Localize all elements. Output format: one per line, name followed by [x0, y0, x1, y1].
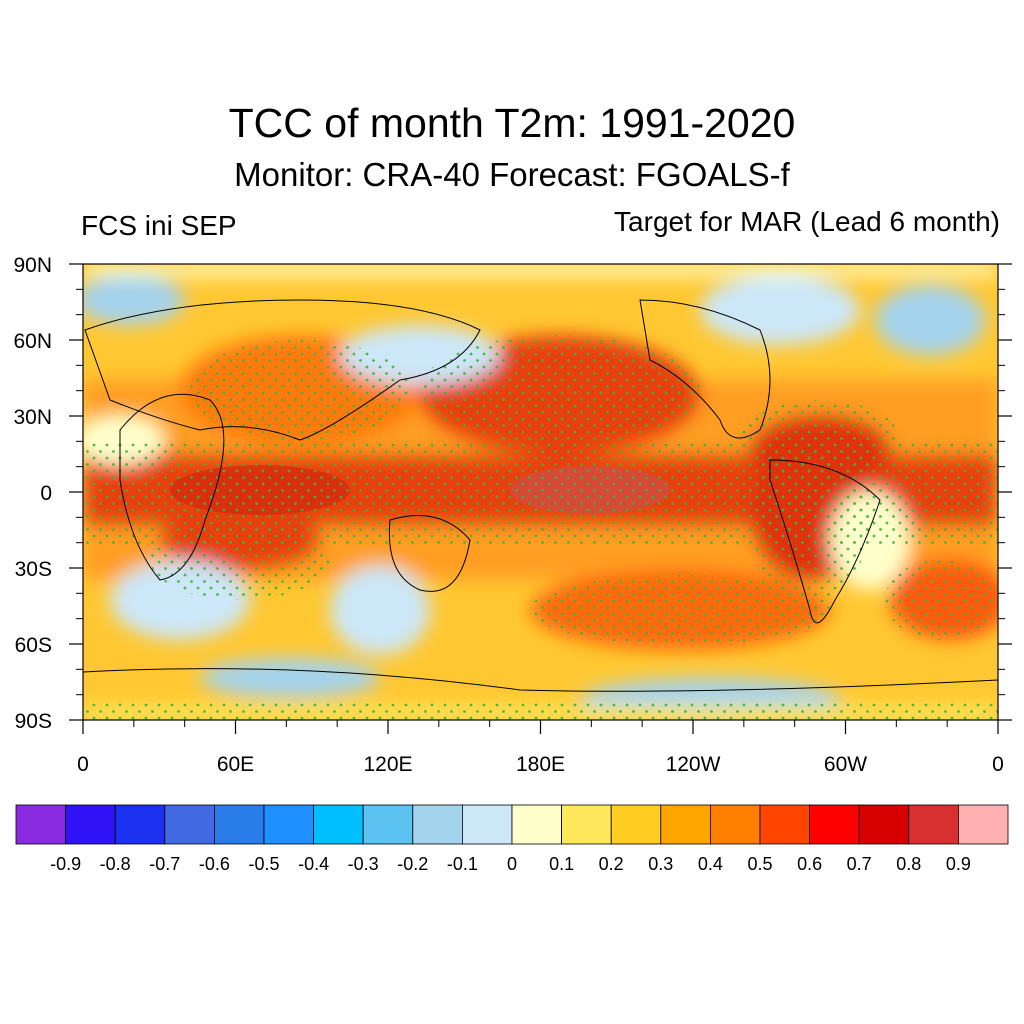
colorbar-swatch	[412, 804, 463, 845]
colorbar-swatch	[759, 804, 810, 845]
colorbar-label: 0.8	[896, 854, 921, 874]
longitude-axis: 0 60E 120E 180E 120W 60W 0	[77, 720, 1004, 776]
lon-tick-label: 0	[77, 753, 89, 776]
colorbar-label: -0.5	[248, 854, 279, 874]
lat-tick-label: 90S	[15, 710, 52, 733]
colorbar-label: -0.8	[100, 854, 131, 874]
lat-tick-label: 30S	[15, 558, 52, 581]
colorbar-label: 0	[507, 854, 517, 874]
colorbar-label: -0.9	[50, 854, 81, 874]
colorbar-label: 0.4	[698, 854, 723, 874]
colorbar-swatch	[213, 804, 265, 845]
colorbar-swatch	[561, 804, 612, 845]
lon-tick-label: 180E	[516, 753, 565, 776]
colorbar-label: -0.3	[348, 854, 379, 874]
colorbar-swatch	[114, 804, 166, 845]
colorbar-swatch	[809, 804, 860, 845]
colorbar-label: -0.2	[397, 854, 428, 874]
colorbar-swatch	[65, 804, 116, 845]
colorbar-swatch	[958, 804, 1009, 845]
lat-tick-label: 60S	[15, 634, 52, 657]
colorbar-swatch	[710, 804, 761, 845]
colorbar-label: 0.2	[599, 854, 624, 874]
lat-tick-label: 30N	[13, 406, 52, 429]
colorbar-swatch	[263, 804, 314, 845]
coastlines	[83, 299, 998, 692]
colorbar-swatch	[610, 804, 662, 845]
colorbar-label: -0.7	[149, 854, 180, 874]
colorbar-label: -0.4	[298, 854, 329, 874]
lon-tick-label: 60W	[824, 753, 867, 776]
colorbar-swatch	[511, 804, 562, 845]
latitude-axis: 90N 60N 30N 0 30S 60S 90S	[13, 254, 1012, 733]
colorbar-label: 0.1	[549, 854, 574, 874]
colorbar-swatch	[461, 804, 513, 845]
colorbar-swatch	[362, 804, 414, 845]
lon-tick-label: 0	[992, 753, 1004, 776]
colorbar-swatch	[908, 804, 959, 845]
colorbar-swatch	[15, 804, 66, 845]
colorbar-label: 0.6	[797, 854, 822, 874]
init-label: FCS ini SEP	[81, 210, 237, 241]
colorbar-swatch	[313, 804, 364, 845]
lon-tick-label: 120E	[363, 753, 412, 776]
significance-stippling	[83, 335, 998, 720]
colorbar-label: 0.9	[946, 854, 971, 874]
lon-tick-label: 60E	[217, 753, 254, 776]
figure-subtitle: Monitor: CRA-40 Forecast: FGOALS-f	[234, 156, 790, 193]
colorbar-swatch	[660, 804, 711, 845]
lat-tick-label: 60N	[13, 330, 52, 353]
colorbar-swatch	[858, 804, 910, 845]
lon-tick-label: 120W	[666, 753, 721, 776]
lat-tick-label: 0	[40, 482, 52, 505]
colorbar-label: 0.5	[747, 854, 772, 874]
colorbar-label: -0.1	[447, 854, 478, 874]
colorbar-label: 0.3	[648, 854, 673, 874]
lat-tick-label: 90N	[13, 254, 52, 277]
colorbar-label: 0.7	[847, 854, 872, 874]
figure-title: TCC of month T2m: 1991-2020	[228, 100, 796, 146]
colorbar-label: -0.6	[199, 854, 230, 874]
target-label: Target for MAR (Lead 6 month)	[614, 206, 1000, 237]
colorbar-swatch	[164, 804, 215, 845]
